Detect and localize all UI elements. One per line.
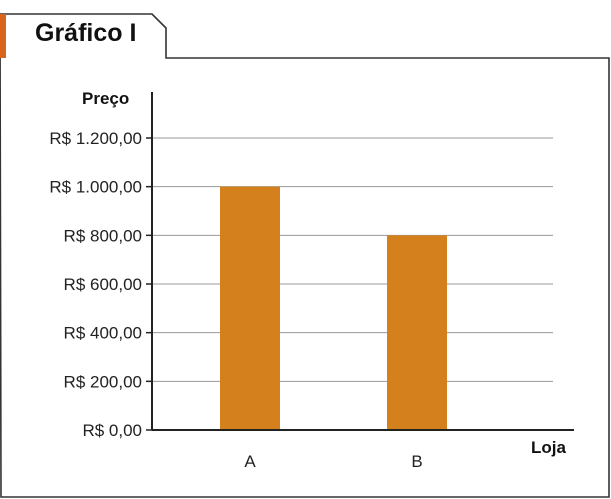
x-category-label: A [244, 452, 256, 471]
y-tick-label: R$ 400,00 [64, 324, 142, 343]
y-tick-label: R$ 200,00 [64, 372, 142, 391]
axes [146, 92, 574, 431]
y-tick-label: R$ 600,00 [64, 275, 142, 294]
y-tick-label: R$ 1.000,00 [49, 178, 142, 197]
y-tick-label: R$ 1.200,00 [49, 129, 142, 148]
bars [220, 186, 447, 430]
grid-lines [152, 137, 553, 382]
y-tick-label: R$ 0,00 [82, 421, 142, 440]
panel-tab-title: Gráfico I [35, 19, 136, 47]
y-tick-labels: R$ 0,00 R$ 200,00 R$ 400,00 R$ 600,00 R$ 800… [49, 129, 142, 440]
bar-b [387, 235, 447, 430]
tab-accent [0, 14, 6, 58]
y-tick-label: R$ 800,00 [64, 226, 142, 245]
y-axis-title: Preço [82, 89, 129, 108]
x-category-label: B [411, 452, 422, 471]
bar-a [220, 186, 280, 430]
x-axis-title: Loja [531, 438, 566, 457]
